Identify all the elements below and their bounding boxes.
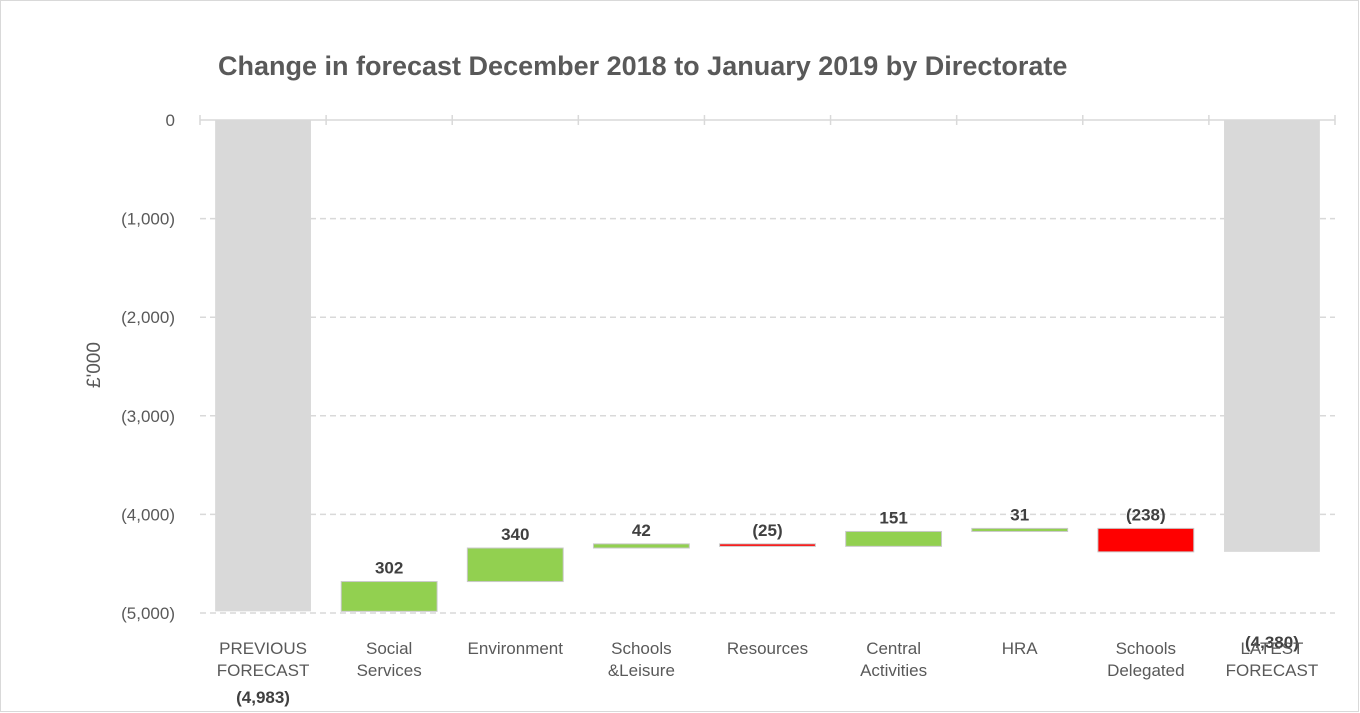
- y-tick-label: (3,000): [121, 407, 175, 426]
- y-tick-label: (4,000): [121, 505, 175, 524]
- chart-title: Change in forecast December 2018 to Janu…: [218, 51, 1067, 81]
- x-tick-label: Resources: [726, 639, 809, 658]
- x-tick-label: Schools &Leisure: [607, 639, 675, 680]
- data-label: (25): [752, 521, 782, 540]
- bar: [845, 530, 943, 547]
- bar: [466, 547, 564, 583]
- y-tick-label: (1,000): [121, 210, 175, 229]
- data-label: 302: [375, 559, 403, 578]
- x-tick-label: Environment: [467, 639, 563, 658]
- y-tick-label: (2,000): [121, 308, 175, 327]
- data-label: 42: [632, 521, 651, 540]
- bar: [592, 543, 690, 549]
- x-tick-label: LATEST FORECAST: [1225, 639, 1319, 680]
- x-tick-label: Schools Delegated: [1107, 639, 1185, 680]
- bar: [215, 120, 311, 612]
- data-label: 151: [879, 508, 907, 527]
- x-tick-label: Central Activities: [860, 639, 928, 680]
- bar: [1224, 120, 1320, 552]
- data-label: 31: [1010, 505, 1029, 524]
- bar: [340, 581, 438, 612]
- bar: [971, 527, 1069, 532]
- bar: [719, 543, 816, 547]
- data-label: (4,983): [236, 688, 290, 707]
- y-tick-label: (5,000): [121, 604, 175, 623]
- y-axis-title: £'000: [84, 342, 105, 388]
- x-tick-label: HRA: [1001, 639, 1038, 658]
- data-label: 340: [501, 525, 529, 544]
- bar: [1097, 527, 1195, 553]
- data-label: (238): [1126, 505, 1166, 524]
- x-tick-label: PREVIOUS FORECAST: [216, 639, 310, 680]
- x-tick-label: Social Services: [356, 639, 422, 680]
- y-tick-label: 0: [166, 111, 175, 130]
- data-label: (4,380): [1245, 633, 1299, 652]
